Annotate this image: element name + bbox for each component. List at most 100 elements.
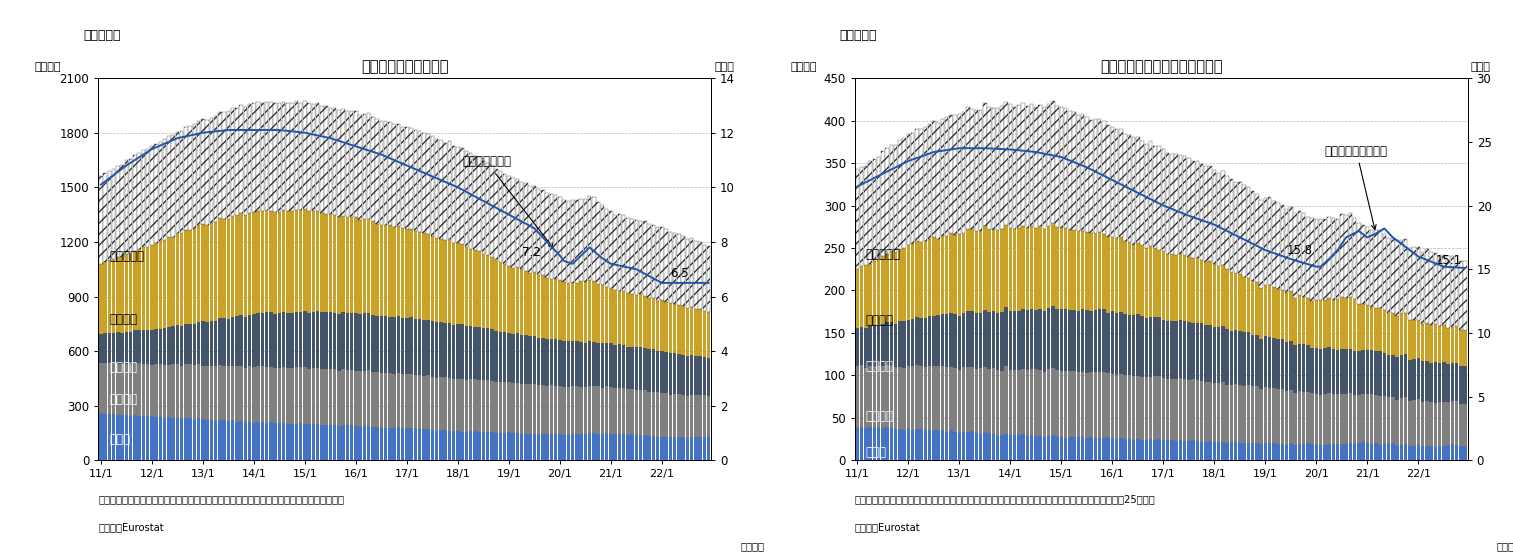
Bar — [1052, 306, 1055, 368]
Bar — [707, 312, 711, 358]
Text: （万人）: （万人） — [790, 62, 817, 73]
Bar — [401, 429, 404, 460]
Bar — [366, 371, 371, 426]
Bar — [563, 200, 566, 282]
Bar — [1238, 331, 1242, 385]
Bar — [575, 341, 578, 387]
Bar — [974, 368, 979, 433]
Bar — [1400, 239, 1403, 313]
Bar — [1204, 325, 1207, 382]
Bar — [549, 194, 554, 278]
Bar — [1030, 309, 1033, 369]
Text: フランス: フランス — [865, 410, 894, 422]
Bar — [410, 374, 413, 428]
Bar — [350, 425, 354, 460]
Bar — [920, 366, 923, 429]
Bar — [1157, 249, 1160, 317]
Bar — [222, 318, 225, 365]
Bar — [1068, 437, 1071, 460]
Bar — [511, 433, 514, 460]
Bar — [502, 332, 507, 382]
Bar — [176, 132, 179, 233]
Bar — [405, 429, 409, 460]
Bar — [545, 193, 549, 278]
Bar — [1216, 442, 1221, 460]
Bar — [439, 239, 443, 323]
Bar — [206, 321, 209, 366]
Bar — [1191, 379, 1195, 440]
Bar — [533, 336, 536, 384]
Bar — [1174, 321, 1179, 379]
Bar — [664, 437, 667, 460]
Bar — [523, 271, 528, 335]
Bar — [1033, 369, 1038, 436]
Bar — [1221, 382, 1224, 442]
Bar — [312, 368, 315, 424]
Bar — [455, 431, 460, 460]
Bar — [1272, 201, 1275, 287]
Bar — [894, 252, 897, 324]
Bar — [1409, 446, 1412, 460]
Bar — [1080, 310, 1085, 372]
Bar — [520, 434, 523, 460]
Bar — [486, 380, 489, 432]
Bar — [1289, 207, 1292, 291]
Bar — [303, 101, 307, 209]
Bar — [1021, 434, 1024, 460]
Bar — [405, 318, 409, 374]
Bar — [328, 425, 333, 460]
Bar — [180, 418, 183, 460]
Bar — [545, 386, 549, 434]
Bar — [878, 259, 881, 325]
Bar — [949, 115, 953, 233]
Bar — [1315, 445, 1318, 460]
Bar — [542, 275, 545, 338]
Bar — [885, 321, 890, 365]
Bar — [664, 393, 667, 437]
Bar — [218, 365, 222, 420]
Bar — [107, 171, 110, 260]
Bar — [328, 369, 333, 425]
Bar — [418, 429, 422, 460]
Bar — [1430, 325, 1433, 363]
Bar — [452, 325, 455, 379]
Bar — [1357, 395, 1360, 444]
Bar — [133, 415, 136, 460]
Bar — [610, 211, 613, 288]
Bar — [163, 239, 166, 328]
Bar — [991, 108, 996, 229]
Bar — [124, 415, 129, 460]
Bar — [694, 309, 697, 356]
Bar — [1298, 444, 1301, 460]
Bar — [486, 163, 489, 256]
Bar — [927, 366, 932, 430]
Text: 7.2: 7.2 — [522, 246, 540, 258]
Bar — [281, 312, 286, 367]
Bar — [1132, 244, 1135, 315]
Bar — [112, 333, 115, 363]
Bar — [1327, 218, 1331, 299]
Bar — [1327, 348, 1331, 393]
Bar — [890, 251, 893, 321]
Bar — [1170, 254, 1174, 321]
Bar — [295, 102, 298, 210]
Bar — [231, 316, 235, 365]
Bar — [622, 215, 625, 291]
Bar — [1463, 403, 1468, 446]
Bar — [1017, 105, 1021, 228]
Bar — [660, 300, 664, 352]
Bar — [911, 319, 914, 365]
Bar — [902, 368, 906, 430]
Bar — [1094, 437, 1097, 460]
Bar — [566, 387, 570, 435]
Bar — [248, 104, 251, 213]
Bar — [878, 157, 881, 259]
Text: （資料）Eurostat: （資料）Eurostat — [98, 522, 163, 532]
Bar — [631, 294, 634, 347]
Bar — [1289, 340, 1292, 389]
Bar — [448, 323, 451, 378]
Bar — [1136, 376, 1139, 439]
Bar — [1412, 359, 1416, 400]
Bar — [537, 189, 540, 275]
Bar — [1374, 395, 1378, 444]
